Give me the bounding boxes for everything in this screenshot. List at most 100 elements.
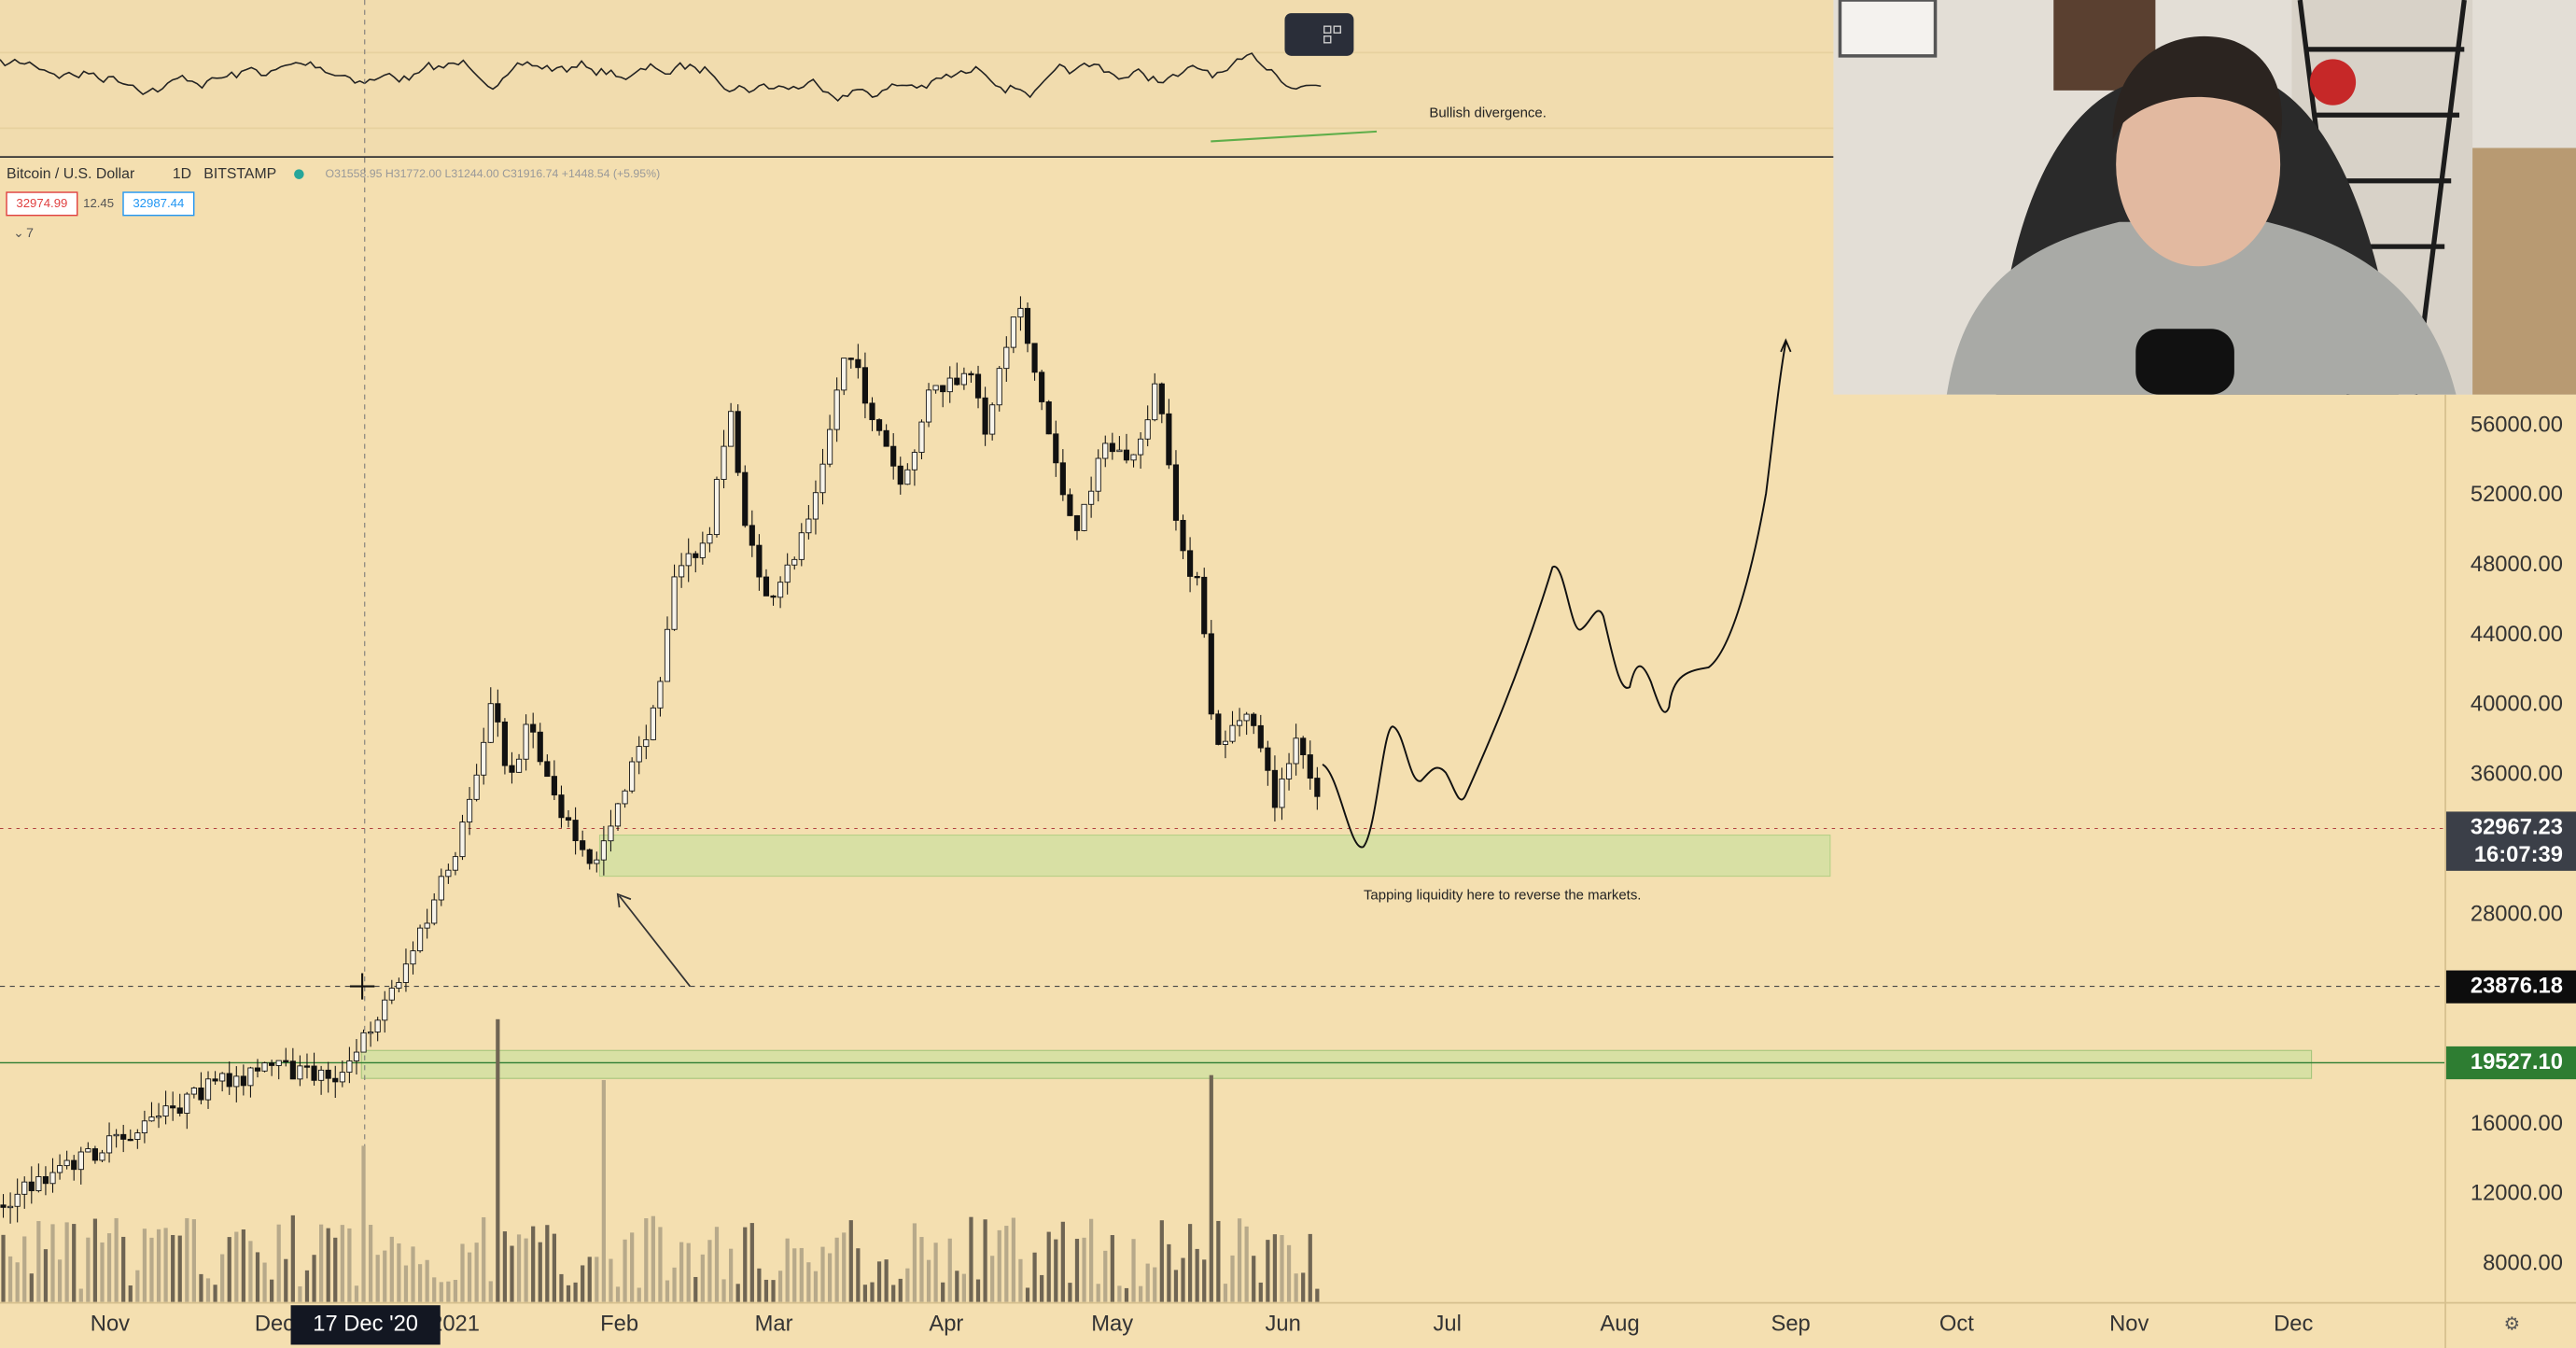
candle-body [1300, 737, 1307, 755]
indicators-count: 7 [26, 225, 34, 240]
candle-body [1307, 754, 1313, 779]
candle-body [572, 820, 579, 842]
volume-bar [651, 1215, 655, 1302]
candle-body [35, 1175, 42, 1191]
candle-body [1123, 449, 1130, 461]
volume-bar [623, 1239, 627, 1302]
candle-body [1102, 442, 1109, 459]
candle-body [812, 492, 819, 520]
candle-body [1314, 778, 1321, 797]
volume-bar [121, 1236, 126, 1302]
volume-bar [714, 1227, 720, 1302]
candle-body [396, 982, 402, 989]
candle-body [841, 358, 847, 391]
projection-arrowhead [1780, 338, 1792, 353]
volume-bar [319, 1224, 324, 1302]
candle-body [671, 576, 678, 630]
candle-body [105, 1135, 113, 1154]
price-label: 16000.00 [2471, 1111, 2563, 1136]
volume-bar [1145, 1263, 1150, 1302]
ask-box[interactable] [122, 191, 195, 217]
candle-body [1158, 383, 1165, 414]
settings-button[interactable]: ⚙ [2504, 1313, 2520, 1334]
volume-bar [403, 1265, 409, 1302]
candle-body [1081, 503, 1087, 531]
candle-body [960, 372, 967, 386]
candle-body [0, 1204, 7, 1208]
candle-body [693, 553, 699, 558]
price-label: 36000.00 [2471, 762, 2563, 787]
volume-bar [439, 1282, 443, 1302]
candle-body [501, 721, 508, 766]
toolbar-button[interactable] [1284, 13, 1354, 56]
volume-bar [347, 1228, 352, 1302]
volume-bar [453, 1279, 458, 1302]
candle-body [1279, 778, 1285, 808]
volume-bar [771, 1280, 776, 1302]
candle-body [1024, 307, 1031, 344]
indicator-annotation: Bullish divergence. [1429, 105, 1546, 120]
candle-body [325, 1069, 331, 1079]
volume-bar [1181, 1257, 1185, 1302]
projection-path [1322, 342, 1787, 849]
support-zone [360, 1049, 2313, 1079]
candle-body [269, 1062, 275, 1066]
candle-body [77, 1151, 84, 1171]
time-label: Aug [1600, 1312, 1639, 1337]
volume-bar [757, 1268, 762, 1302]
volume-bar [1103, 1250, 1108, 1302]
indicators-toggle[interactable]: ⌄ [13, 225, 24, 240]
candle-body [728, 411, 735, 447]
volume-bar [990, 1256, 995, 1302]
volume-bar [665, 1280, 670, 1302]
candle-body [495, 703, 501, 723]
candle-body [1031, 343, 1038, 373]
candle-body [91, 1148, 98, 1161]
toolbar-icon [1323, 35, 1332, 44]
candle-body [424, 922, 430, 929]
candle-body [14, 1193, 21, 1207]
volume-bar [361, 1145, 366, 1302]
candle-body [1017, 307, 1024, 318]
time-label: May [1091, 1312, 1133, 1337]
time-label: Nov [2109, 1312, 2149, 1337]
volume-bar [919, 1237, 924, 1302]
volume-bar [609, 1258, 613, 1302]
volume-bar [905, 1268, 910, 1302]
candle-body [650, 707, 656, 740]
candle-body [198, 1088, 204, 1101]
volume-bar [262, 1262, 267, 1302]
volume-bar [1173, 1270, 1179, 1302]
volume-bar [749, 1223, 754, 1302]
bid-box[interactable] [6, 191, 78, 217]
volume-bar [354, 1285, 359, 1302]
volume-bar [1216, 1220, 1221, 1302]
volume-bar [735, 1284, 740, 1302]
candle-body [544, 761, 551, 778]
candle-body [1194, 576, 1200, 579]
candle-body [1144, 419, 1151, 440]
volume-bar [496, 1018, 500, 1302]
candle-body [162, 1105, 169, 1117]
volume-bar [947, 1238, 952, 1302]
candle-body [190, 1088, 197, 1095]
candle-body [847, 358, 854, 360]
volume-bar [36, 1221, 41, 1302]
volume-bar [1258, 1282, 1263, 1302]
candle-body [487, 703, 494, 743]
candle-body [261, 1062, 268, 1072]
volume-bar [842, 1232, 847, 1302]
volume-bar [383, 1250, 387, 1302]
candle-body [565, 817, 572, 821]
candle-body [636, 746, 642, 763]
volume-bar [1060, 1221, 1065, 1302]
microphone [2135, 329, 2234, 395]
volume-bar [1272, 1234, 1278, 1302]
candle-body [1243, 713, 1250, 722]
time-label: Dec [2274, 1312, 2313, 1337]
volume-bar [644, 1218, 649, 1302]
volume-bar [312, 1255, 316, 1302]
candle-body [204, 1078, 212, 1101]
candle-body [1265, 747, 1271, 771]
